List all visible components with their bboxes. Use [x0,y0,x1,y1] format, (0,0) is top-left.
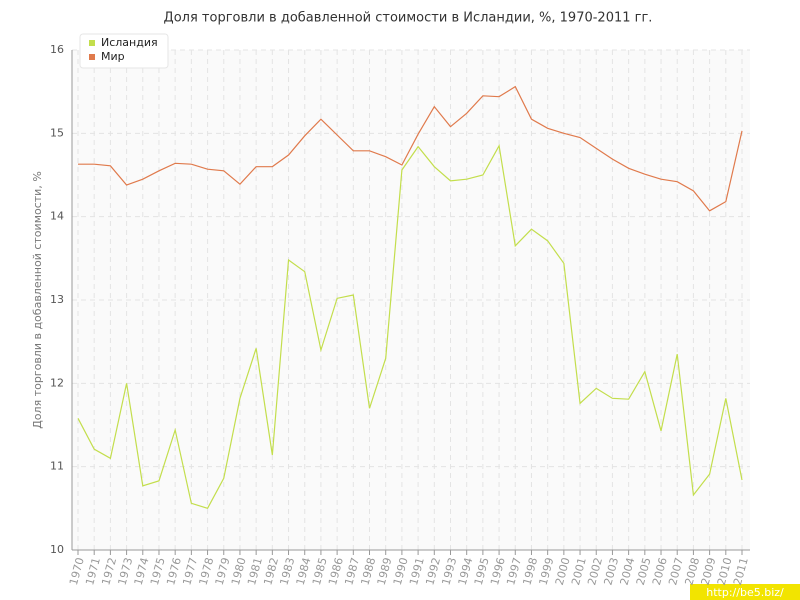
legend-marker [89,40,95,46]
y-tick-label: 10 [50,543,64,556]
watermark-box [690,584,800,600]
watermark: http://be5.biz/ [706,586,784,599]
chart-title: Доля торговли в добавленной стоимости в … [164,11,653,26]
y-tick-label: 11 [50,460,64,473]
y-tick-label: 14 [50,210,64,223]
series-line [77,144,743,510]
y-tick-label: 15 [50,126,64,139]
y-tick-label: 12 [50,376,64,389]
y-axis-label: Доля торговли в добавленной стоимости, % [31,171,44,429]
legend-label: Исландия [101,36,158,49]
legend-label: Мир [101,50,125,63]
legend-marker [89,54,95,60]
y-tick-label: 13 [50,293,64,306]
series-line [78,85,743,212]
y-tick-label: 16 [50,43,64,56]
legend-box [79,33,169,69]
